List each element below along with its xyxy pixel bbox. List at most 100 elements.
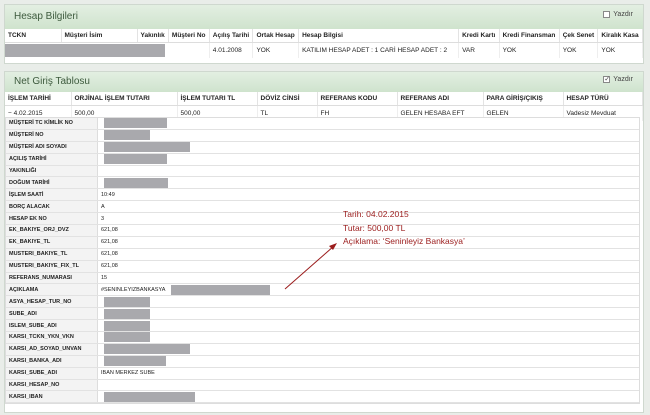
col-header: Çek Senet [559,29,599,43]
detail-label: BORÇ ALACAK [6,201,98,213]
detail-label: KARSI_AD_SOYAD_UNVAN [6,343,98,355]
account-info-panel: Hesap Bilgileri Yazdır TCKN Müşteri İsim… [4,4,644,64]
detail-label: AÇIKLAMA [6,284,98,296]
col-header: Kiralık Kasa [597,29,643,43]
detail-row: YAKINLIĞI [6,165,639,178]
detail-value: A [98,201,105,212]
detail-value [98,391,195,402]
detail-row: ASYA_HESAP_TUR_NO [6,296,639,309]
detail-row: KARSI_SUBE_ADI IBAN MERKEZ SUBE [6,367,639,380]
detail-row: MÜŞTERİ TC KİMLİK NO [6,118,639,130]
redacted-block [104,308,150,319]
col-header: Kredi Kartı [458,29,500,43]
detail-row: KARSI_HESAP_NO [6,379,639,392]
col-header: Yakınlık [137,29,169,43]
cell: 500,00 [71,105,178,121]
date: 4.02.2015 [13,109,43,117]
redacted-block [171,284,271,295]
detail-row: SUBE_ADI [6,308,639,321]
detail-value [98,320,150,331]
annotation-date: Tarih: 04.02.2015 [343,209,409,219]
panel-title: Hesap Bilgileri [14,11,78,22]
table-row[interactable]: − 4.02.2015 500,00 500,00 TL FH GELEN HE… [5,105,643,121]
detail-label: İŞLEM SAATİ [6,189,98,201]
annotation: Tarih: 04.02.2015 Tutar: 500,00 TL Açıkl… [343,208,465,249]
col-header: İŞLEM TARİHİ [5,92,72,106]
detail-row: İŞLEM SAATİ 10:49 [6,189,639,202]
detail-value [98,130,150,141]
cell: KATILIM HESAP ADET : 1 CARİ HESAP ADET :… [298,42,460,58]
detail-row: EK_BAKIYE_TL 621,08 [6,236,639,249]
detail-label: HESAP EK NO [6,213,98,225]
detail-label: KARSI_IBAN [6,391,98,403]
detail-value: IBAN MERKEZ SUBE [98,368,155,379]
detail-label: EK_BAKIYE_TL [6,236,98,248]
annotation-description: Açıklama: ‘Seninleyiz Bankasya’ [343,236,465,246]
detail-label: EK_BAKIYE_ORJ_DVZ [6,225,98,236]
detail-label: MUSTERI_BAKIYE_TL [6,248,98,260]
detail-value: 3 [98,213,104,224]
panel-title: Net Giriş Tablosu [14,76,90,87]
detail-row: MUSTERI_BAKIYE_TL 621,08 [6,248,639,261]
redacted-block [104,391,195,402]
detail-value [98,118,167,129]
redacted-block [104,356,166,367]
detail-label: KARSI_HESAP_NO [6,379,98,391]
print-label: Yazdır [613,11,633,18]
cell: YOK [252,42,300,58]
checkbox-icon[interactable] [603,11,611,18]
detail-value [98,308,150,319]
detail-label: SUBE_ADI [6,308,98,320]
cell: 4.01.2008 [209,42,254,58]
print-label: Yazdır [613,76,633,83]
print-checkbox[interactable]: ✓ Yazdır [603,76,633,83]
col-header: Hesap Bilgisi [298,29,460,43]
detail-value-text: 621,08 [101,263,118,270]
account-table: TCKN Müşteri İsim Yakınlık Müşteri No Aç… [5,29,643,58]
detail-value-text: 621,08 [101,227,118,234]
col-header: DÖVİZ CİNSİ [257,92,318,106]
detail-row: AÇILIŞ TARİHİ [6,153,639,166]
checkmark-icon[interactable]: ✓ [603,76,611,83]
redacted-block [104,118,167,129]
cell: TL [257,105,318,121]
detail-label: KARSI_SUBE_ADI [6,367,98,379]
detail-label: MÜŞTERİ TC KİMLİK NO [6,118,98,129]
cell: Vadesiz Mevduat [563,105,643,121]
col-header: Açılış Tarihi [209,29,254,43]
detail-row: MUSTERI_BAKIYE_FIX_TL 621,08 [6,260,639,273]
cell: FH [317,105,398,121]
detail-row: REFERANS_NUMARASI 15 [6,272,639,285]
table-row: 4.01.2008 YOK KATILIM HESAP ADET : 1 CAR… [5,42,643,58]
detail-label: DOĞUM TARİHİ [6,177,98,189]
detail-value: 621,08 [98,237,118,248]
cell: YOK [559,42,599,58]
detail-value: 621,08 [98,249,118,260]
detail-label: KARSI_BANKA_ADI [6,355,98,367]
detail-row: DOĞUM TARİHİ [6,177,639,190]
cell: GELEN HESABA EFT [397,105,484,121]
detail-value [98,296,150,307]
col-header: TCKN [5,29,62,43]
cell: VAR [458,42,500,58]
cell[interactable]: − 4.02.2015 [5,105,72,121]
detail-value [98,142,190,153]
redacted-block [104,320,150,331]
detail-value-text: #SENINLEYIZBANKASYA [101,286,166,293]
cell: YOK [597,42,643,58]
col-header: REFERANS ADI [397,92,484,106]
detail-value: #SENINLEYIZBANKASYA [98,284,271,295]
detail-row: BORÇ ALACAK A [6,201,639,214]
annotation-amount: Tutar: 500,00 TL [343,222,406,233]
detail-value: 10:49 [98,189,115,200]
detail-label: REFERANS_NUMARASI [6,272,98,284]
collapse-icon[interactable]: − [8,109,14,117]
detail-label: MUSTERI_BAKIYE_FIX_TL [6,260,98,272]
panel-header: Hesap Bilgileri Yazdır [5,5,643,29]
detail-label: YAKINLIĞI [6,165,98,177]
print-checkbox[interactable]: Yazdır [603,11,633,18]
detail-row: HESAP EK NO 3 [6,213,639,226]
col-header: ORJİNAL İŞLEM TUTARI [71,92,178,106]
detail-row: KARSI_IBAN [6,391,639,404]
